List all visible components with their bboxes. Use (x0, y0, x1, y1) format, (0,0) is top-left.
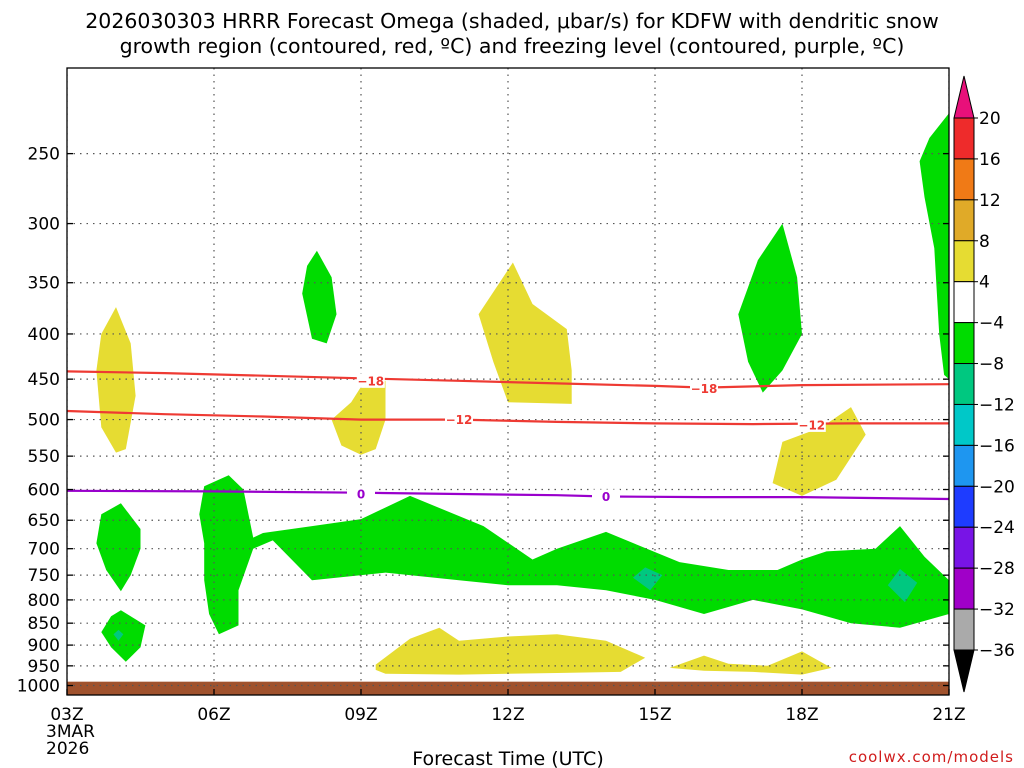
colorbar-box-10 (953, 485, 975, 528)
dgz-contour-1-label-bg-2 (690, 381, 718, 396)
x-tick-label-09Z: 09Z (344, 705, 377, 725)
y-tick-label-850: 850 (28, 614, 60, 634)
colorbar-box-7 (953, 363, 975, 405)
y-tick-label-750: 750 (28, 566, 60, 586)
omega-region-9 (919, 113, 949, 380)
colorbar-box-12 (953, 567, 975, 610)
omega-region-6 (669, 651, 832, 675)
omega-region-12 (199, 475, 949, 635)
dgz-contour-2-label-bg-2 (797, 417, 826, 432)
y-tick-label-800: 800 (28, 591, 60, 611)
y-tick-label-450: 450 (28, 370, 60, 390)
chart-title-line-1: 2026030303 HRRR Forecast Omega (shaded, … (85, 9, 939, 33)
omega-region-2 (331, 379, 386, 455)
y-tick-label-500: 500 (28, 411, 60, 431)
colorbar-box-3 (953, 199, 975, 242)
omega-region-4 (772, 407, 866, 496)
omega-region-11 (101, 610, 146, 662)
omega-region-1 (96, 307, 136, 453)
dgz-contour-1-label-2: −18 (691, 382, 718, 396)
omega-region-8 (738, 223, 802, 393)
dgz-contour-2-label-bg-1 (445, 412, 473, 427)
omega-region-7 (302, 250, 337, 344)
dgz-contour-2-label-2: −12 (798, 418, 825, 432)
omega-core-3 (887, 569, 918, 603)
x-tick-label-12Z: 12Z (491, 705, 524, 725)
x-tick-label-21Z: 21Z (932, 705, 965, 725)
x-tick-label-15Z: 15Z (638, 705, 671, 725)
colorbar-box-13 (953, 608, 975, 651)
colorbar-box-8 (953, 403, 975, 446)
colorbar-label-1: 20 (979, 109, 1001, 129)
y-tick-label-650: 650 (28, 511, 60, 531)
x-axis-title: Forecast Time (UTC) (412, 748, 603, 768)
dgz-contour-2-label-1: −12 (446, 413, 473, 427)
chart-title-line-2: growth region (contoured, red, ºC) and f… (120, 34, 905, 58)
colorbar-box-1 (953, 117, 975, 160)
x-tick-label-03Z: 03Z (50, 705, 83, 725)
y-tick-label-900: 900 (28, 636, 60, 656)
colorbar-box-4 (953, 240, 975, 283)
colorbar-box-6 (953, 322, 975, 365)
freezing-level-label-1: 0 (357, 487, 365, 501)
y-tick-label-400: 400 (28, 325, 60, 345)
x-date-line-2: 2026 (46, 739, 89, 759)
y-tick-label-700: 700 (28, 540, 60, 560)
dgz-contour-1-label-1: −18 (357, 374, 384, 388)
freezing-level-label-bg-1 (347, 486, 375, 501)
y-tick-label-250: 250 (28, 145, 60, 165)
colorbar-label-4: 8 (979, 232, 990, 252)
colorbar-box-2 (953, 158, 975, 201)
colorbar-label-14: −36 (979, 641, 1015, 661)
colorbar-label-12: −28 (979, 559, 1015, 579)
dgz-contour-1-label-bg-1 (356, 373, 385, 388)
colorbar-label-11: −24 (979, 518, 1015, 538)
ground-below-surface (67, 681, 949, 695)
y-tick-label-350: 350 (28, 274, 60, 294)
x-tick-label-06Z: 06Z (197, 705, 230, 725)
site-credit[interactable]: coolwx.com/models (849, 748, 1014, 766)
colorbar-bottom-arrow (953, 649, 975, 693)
colorbar-box-5 (953, 281, 975, 324)
colorbar-label-13: −32 (979, 600, 1015, 620)
freezing-level-label-bg-2 (592, 489, 620, 504)
colorbar-label-9: −16 (979, 436, 1015, 456)
freezing-level-line (67, 489, 949, 501)
omega-region-5 (375, 627, 646, 675)
freezing-level-label-2: 0 (602, 490, 610, 504)
omega-core-1 (113, 629, 124, 641)
y-tick-label-600: 600 (28, 481, 60, 501)
colorbar-box-11 (953, 526, 975, 569)
y-tick-label-550: 550 (28, 447, 60, 467)
y-tick-label-1000: 1000 (17, 677, 60, 697)
omega-region-3 (478, 262, 572, 404)
colorbar-label-2: 16 (979, 150, 1001, 170)
x-date-line-1: 3MAR (46, 722, 95, 742)
colorbar-label-10: −20 (979, 477, 1015, 497)
colorbar-label-7: −8 (979, 355, 1004, 375)
omega-core-2 (633, 567, 663, 591)
omega-region-10 (96, 503, 141, 592)
colorbar-label-6: −4 (979, 314, 1004, 334)
dgz-contour-1-line (67, 370, 949, 389)
colorbar-box-9 (953, 444, 975, 487)
y-tick-label-300: 300 (28, 215, 60, 235)
colorbar-top-arrow (953, 75, 975, 119)
y-tick-label-950: 950 (28, 657, 60, 677)
colorbar-label-5: 4 (979, 273, 990, 293)
x-tick-label-18Z: 18Z (785, 705, 818, 725)
colorbar-label-3: 12 (979, 191, 1001, 211)
colorbar-label-8: −12 (979, 395, 1015, 415)
